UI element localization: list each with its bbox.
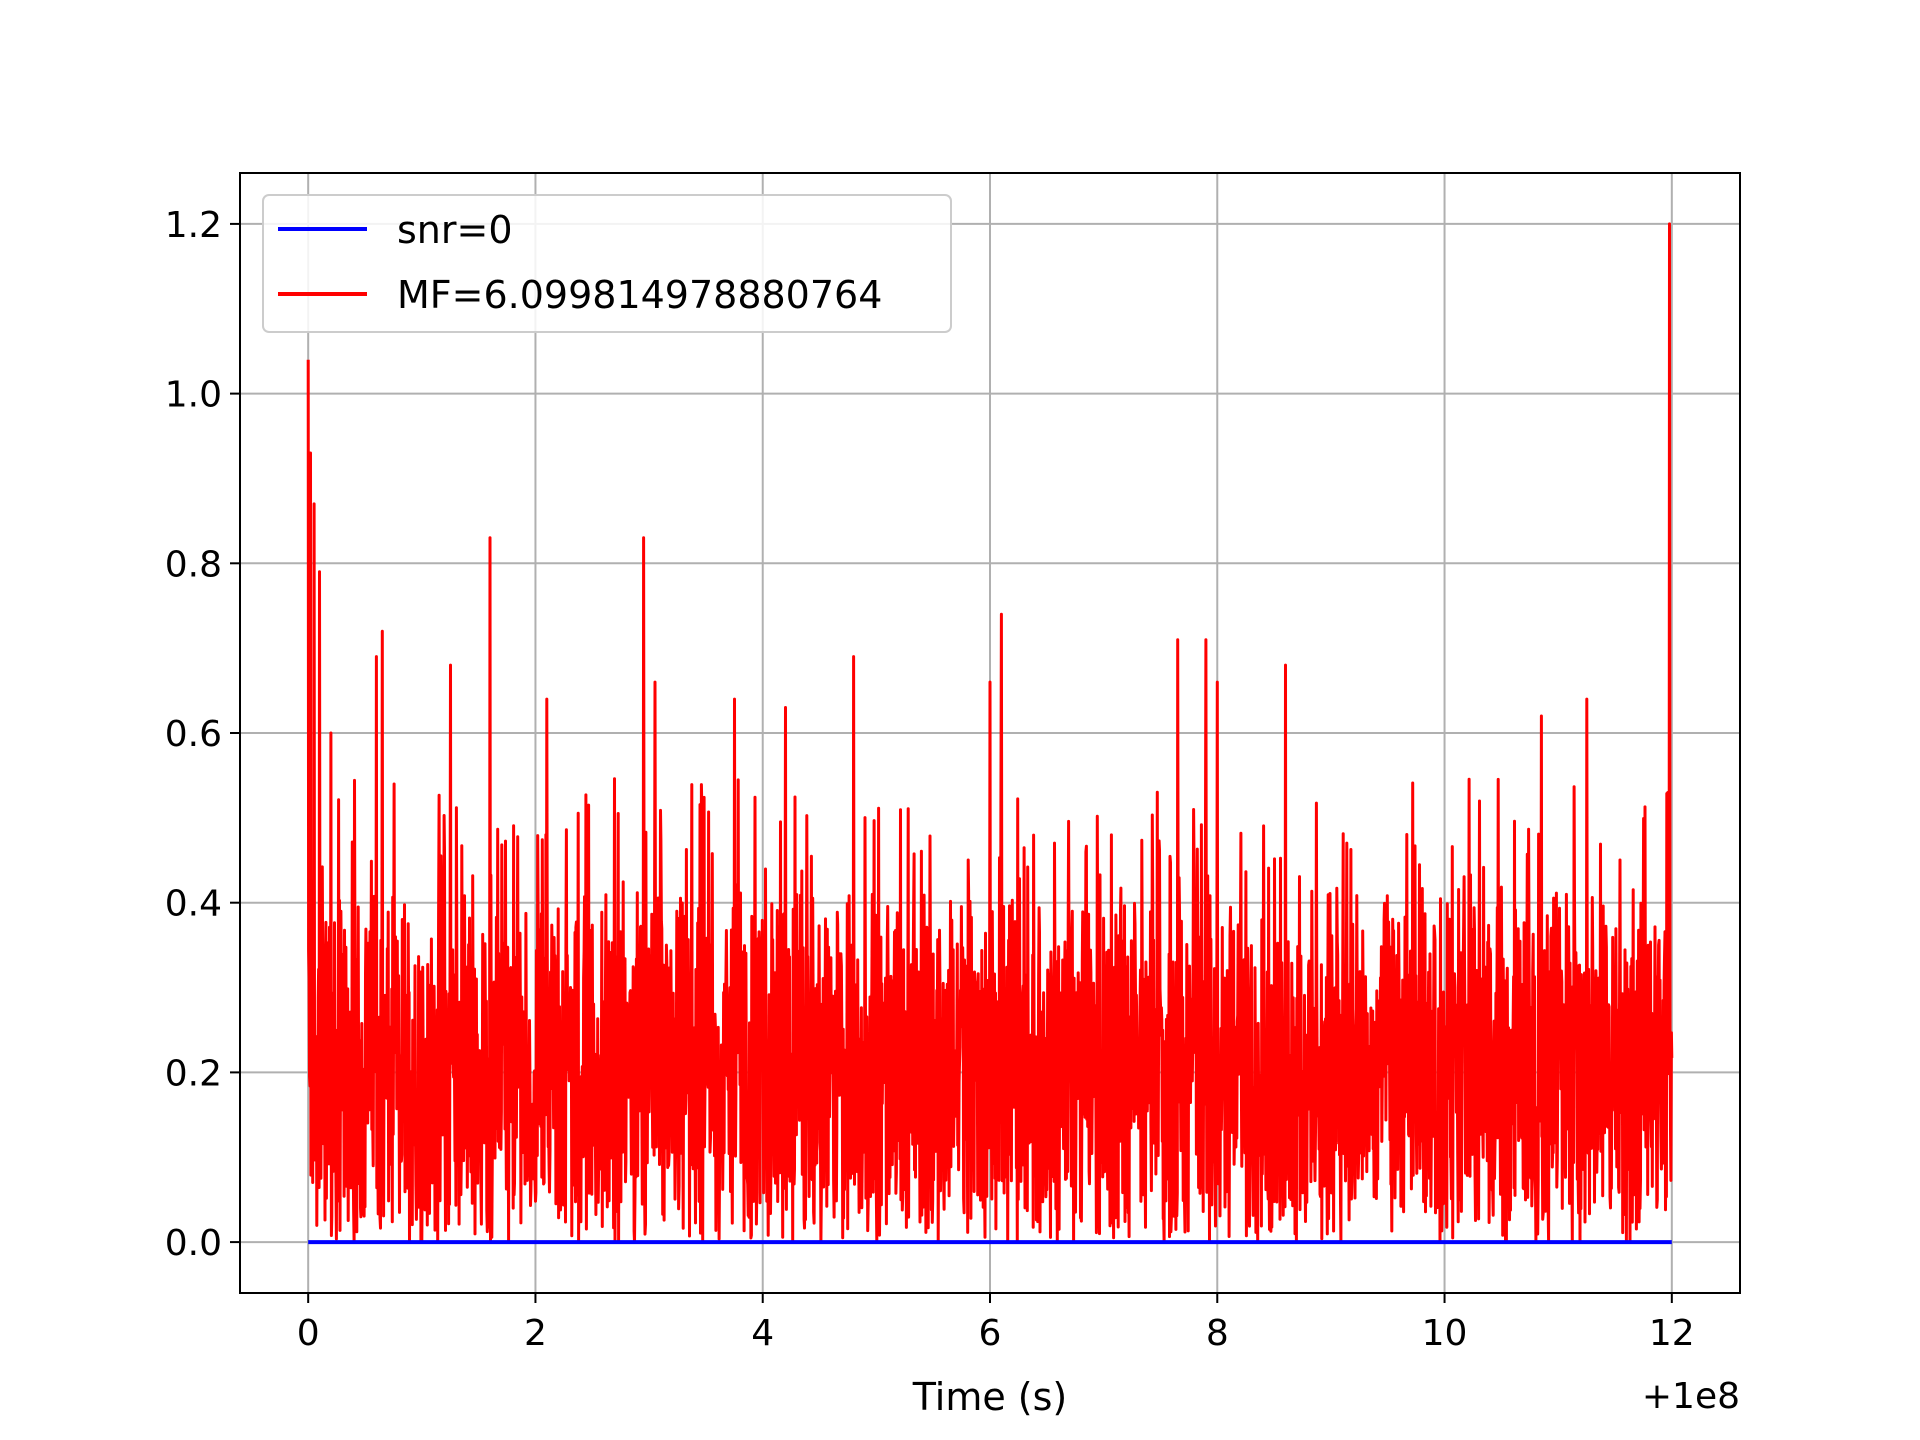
x-tick-label: 8	[1206, 1313, 1229, 1354]
y-tick-label: 0.2	[165, 1053, 222, 1094]
y-tick-label: 0.6	[165, 714, 222, 755]
y-tick-label: 0.4	[165, 884, 222, 925]
y-tick-label: 0.8	[165, 544, 222, 585]
x-tick-label: 2	[524, 1313, 547, 1354]
x-tick-label: 6	[979, 1313, 1002, 1354]
y-tick-label: 1.0	[165, 375, 222, 416]
x-offset-label: +1e8	[1642, 1376, 1740, 1417]
x-tick-label: 0	[297, 1313, 320, 1354]
legend-label-mf: MF=6.099814978880764	[397, 273, 882, 317]
x-axis-label: Time (s)	[912, 1375, 1068, 1419]
y-tick-label: 0.0	[165, 1223, 222, 1264]
legend-label-snr: snr=0	[397, 208, 513, 252]
series-layer	[306, 222, 1674, 1245]
legend: snr=0 MF=6.099814978880764	[262, 194, 952, 333]
legend-box	[262, 194, 952, 333]
y-tick-label: 1.2	[165, 205, 222, 246]
x-tick-label: 10	[1422, 1313, 1468, 1354]
x-tick-label: 12	[1649, 1313, 1695, 1354]
x-tick-label: 4	[751, 1313, 774, 1354]
axis-ticks: 0 2 4 6 8 10 12 0.0 0.2 0.4 0.6 0.8 1.0 1.2	[165, 205, 1695, 1354]
series-line-1	[306, 222, 1674, 1244]
